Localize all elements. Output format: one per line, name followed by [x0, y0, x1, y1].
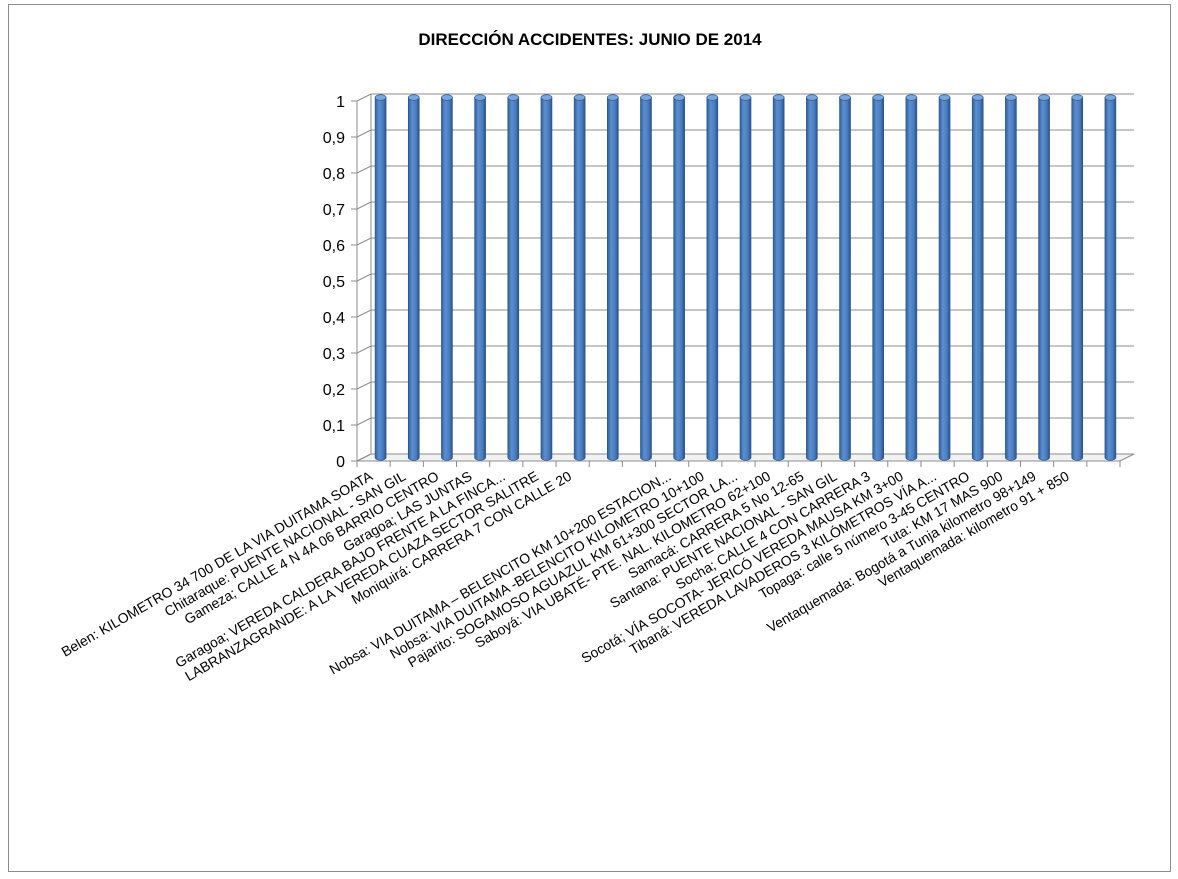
bars	[374, 94, 1117, 461]
bar-top	[640, 94, 652, 101]
bar	[772, 94, 785, 461]
bar	[407, 94, 420, 461]
y-tick-label: 0,8	[323, 166, 345, 183]
bar	[739, 94, 752, 461]
gridline-side	[356, 345, 372, 354]
bar-body	[1005, 97, 1017, 461]
bar-top	[573, 94, 586, 101]
gridline-side	[356, 309, 372, 318]
axes	[351, 94, 1121, 467]
bar-body	[706, 97, 719, 461]
bar-body	[938, 97, 951, 461]
bar-top	[1038, 94, 1050, 101]
bar	[971, 94, 984, 461]
bar	[607, 94, 619, 461]
bar	[474, 94, 486, 461]
bar-body	[905, 97, 918, 461]
bar-body	[772, 97, 785, 461]
chart-title: DIRECCIÓN ACCIDENTES: JUNIO DE 2014	[418, 30, 762, 49]
y-tick-labels: 0 0,1 0,2 0,3 0,4 0,5 0,6 0,7 0,8 0,9 1	[323, 94, 345, 471]
bar-body	[441, 97, 453, 461]
bar-body	[971, 97, 984, 461]
gridline-side	[356, 381, 372, 390]
gridline-side	[356, 453, 372, 462]
bar-body	[474, 97, 486, 461]
bar	[905, 94, 918, 461]
bar	[1104, 94, 1117, 461]
y-tick-label: 0,3	[323, 346, 345, 363]
bar-top	[374, 94, 387, 101]
y-tick-label: 0,2	[323, 382, 345, 399]
bar-body	[507, 97, 520, 461]
gridline-side	[356, 165, 372, 174]
bar	[706, 94, 719, 461]
bar-body	[1071, 97, 1084, 461]
bar	[441, 94, 453, 461]
bar-body	[1038, 97, 1050, 461]
bar	[1005, 94, 1017, 461]
y-tick-label: 0,7	[323, 202, 345, 219]
bar	[1071, 94, 1084, 461]
bar-top	[772, 94, 785, 101]
gridline-side	[356, 201, 372, 210]
gridline-side	[356, 417, 372, 426]
y-tick-label: 0,6	[323, 238, 345, 255]
bar-body	[872, 97, 884, 461]
bar-body	[573, 97, 586, 461]
bar-top	[1104, 94, 1117, 101]
bar-body	[839, 97, 851, 461]
bar-top	[971, 94, 984, 101]
bar-body	[540, 97, 553, 461]
bar-top	[474, 94, 486, 101]
bar	[839, 94, 851, 461]
y-tick-label: 0,5	[323, 274, 345, 291]
bar-top	[507, 94, 520, 101]
x-tick-labels: Belen: KILOMETRO 34 700 DE LA VIA DUITAM…	[58, 467, 1071, 684]
gridline-side	[356, 93, 372, 102]
bar-body	[640, 97, 652, 461]
bar	[507, 94, 520, 461]
gridline-side	[356, 273, 372, 282]
bar-top	[1005, 94, 1017, 101]
bar-top	[441, 94, 453, 101]
bar-body	[739, 97, 752, 461]
bar-body	[806, 97, 818, 461]
bar	[806, 94, 818, 461]
bar-body	[673, 97, 685, 461]
bar-top	[739, 94, 752, 101]
bar	[673, 94, 685, 461]
bar-top	[540, 94, 553, 101]
bar	[573, 94, 586, 461]
bar	[938, 94, 951, 461]
bar	[1038, 94, 1050, 461]
bar-top	[905, 94, 918, 101]
bar-top	[806, 94, 818, 101]
bar-top	[872, 94, 884, 101]
bar	[640, 94, 652, 461]
y-tick-label: 1	[336, 94, 345, 111]
bar-top	[407, 94, 420, 101]
bar	[540, 94, 553, 461]
bar-top	[839, 94, 851, 101]
y-tick-label: 0,9	[323, 130, 345, 147]
bar-top	[673, 94, 685, 101]
gridline-side	[356, 129, 372, 138]
bar-body	[374, 97, 387, 461]
bar	[872, 94, 884, 461]
bar-body	[1104, 97, 1117, 461]
gridline-side	[356, 237, 372, 246]
y-tick-label: 0,1	[323, 418, 345, 435]
bar-top	[706, 94, 719, 101]
bar-top	[1071, 94, 1084, 101]
bar-body	[607, 97, 619, 461]
bar-top	[938, 94, 951, 101]
bar-body	[407, 97, 420, 461]
y-tick-label: 0,4	[323, 310, 345, 327]
bar	[374, 94, 387, 461]
bar-top	[607, 94, 619, 101]
y-tick-label: 0	[336, 454, 345, 471]
